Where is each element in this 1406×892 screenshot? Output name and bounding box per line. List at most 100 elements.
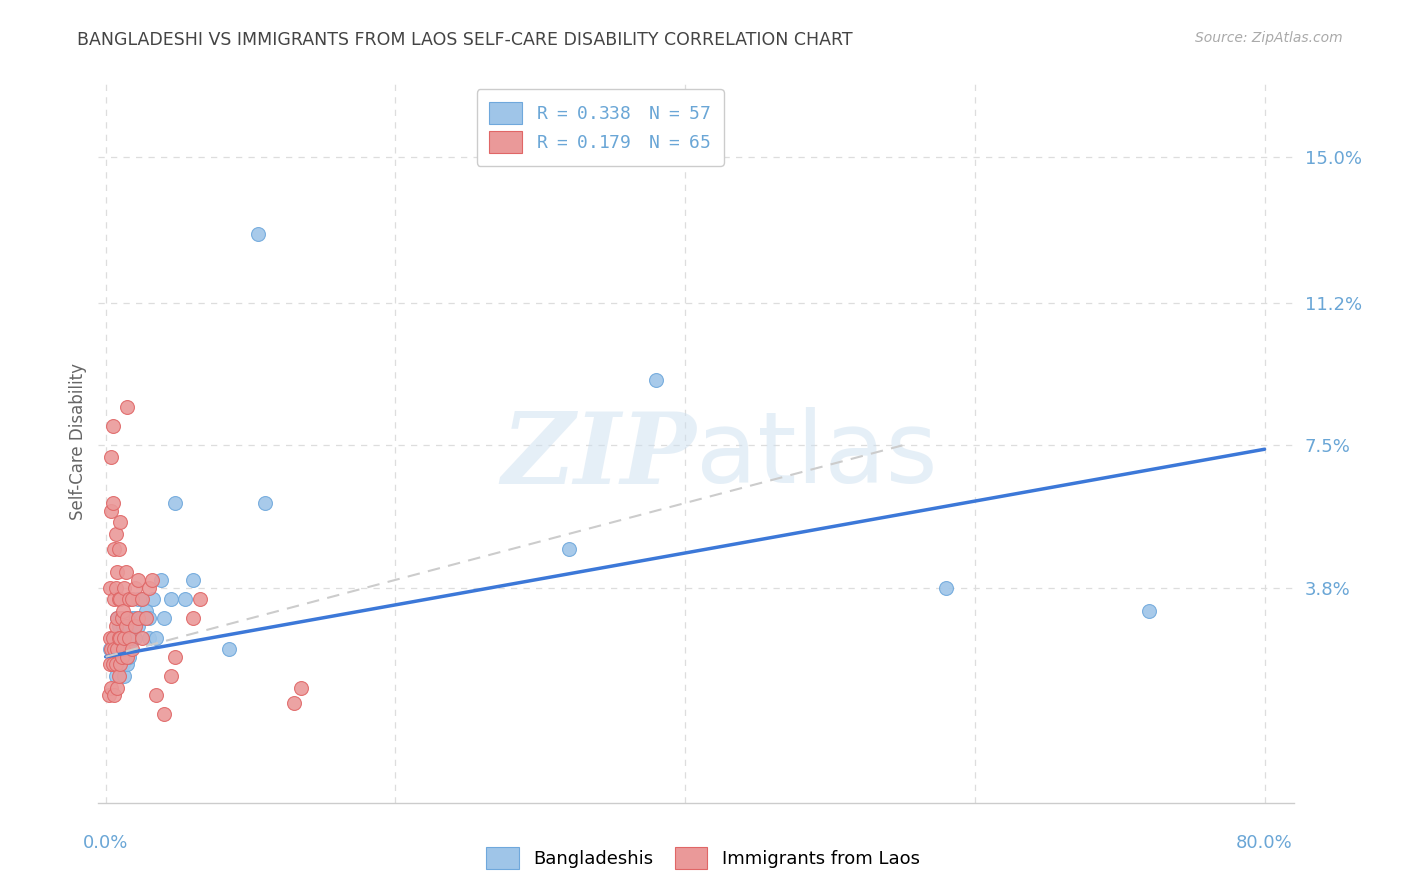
- Point: [110, 631, 132, 645]
- Y-axis label: Self-Care Disability: Self-Care Disability: [69, 363, 87, 520]
- Point: [108, 515, 131, 529]
- Point: [98, 631, 121, 645]
- Point: [181, 573, 204, 587]
- Point: [104, 581, 127, 595]
- Point: [104, 526, 127, 541]
- Point: [108, 642, 131, 657]
- Point: [98, 581, 121, 595]
- Point: [115, 619, 138, 633]
- Point: [112, 619, 135, 633]
- Point: [108, 657, 131, 672]
- Point: [100, 642, 122, 657]
- Point: [152, 707, 174, 722]
- Point: [118, 631, 141, 645]
- Text: 0.0%: 0.0%: [83, 833, 128, 852]
- Point: [145, 631, 167, 645]
- Point: [103, 642, 125, 657]
- Point: [107, 542, 129, 557]
- Point: [104, 669, 127, 683]
- Point: [120, 642, 142, 657]
- Point: [100, 681, 122, 695]
- Text: ZIP: ZIP: [501, 408, 696, 504]
- Point: [645, 373, 668, 387]
- Point: [188, 592, 211, 607]
- Point: [135, 611, 157, 625]
- Point: [127, 611, 149, 625]
- Point: [174, 592, 197, 607]
- Point: [114, 631, 136, 645]
- Point: [124, 631, 146, 645]
- Text: 80.0%: 80.0%: [1236, 833, 1294, 852]
- Point: [117, 649, 139, 664]
- Point: [115, 619, 138, 633]
- Point: [105, 611, 128, 625]
- Point: [246, 227, 269, 241]
- Point: [115, 642, 138, 657]
- Legend: Bangladeshis, Immigrants from Laos: Bangladeshis, Immigrants from Laos: [477, 838, 929, 879]
- Point: [283, 696, 305, 710]
- Point: [101, 631, 124, 645]
- Point: [103, 649, 125, 664]
- Point: [152, 611, 174, 625]
- Point: [218, 642, 240, 657]
- Point: [138, 581, 160, 595]
- Point: [100, 450, 122, 464]
- Point: [1137, 604, 1160, 618]
- Point: [127, 619, 149, 633]
- Point: [103, 688, 125, 702]
- Point: [160, 669, 183, 683]
- Point: [118, 649, 141, 664]
- Point: [121, 631, 143, 645]
- Point: [112, 657, 135, 672]
- Point: [98, 642, 121, 657]
- Point: [117, 657, 139, 672]
- Point: [935, 581, 957, 595]
- Point: [117, 611, 139, 625]
- Point: [108, 592, 131, 607]
- Point: [117, 631, 139, 645]
- Point: [110, 649, 132, 664]
- Point: [117, 611, 139, 625]
- Point: [145, 688, 167, 702]
- Point: [101, 631, 124, 645]
- Point: [101, 657, 124, 672]
- Point: [149, 573, 172, 587]
- Point: [105, 565, 128, 579]
- Point: [97, 688, 120, 702]
- Point: [101, 419, 124, 434]
- Point: [165, 496, 187, 510]
- Point: [138, 611, 160, 625]
- Point: [558, 542, 581, 557]
- Point: [114, 649, 136, 664]
- Point: [135, 604, 157, 618]
- Point: [141, 573, 163, 587]
- Point: [115, 565, 138, 579]
- Point: [181, 611, 204, 625]
- Point: [121, 592, 143, 607]
- Point: [131, 611, 153, 625]
- Point: [107, 649, 129, 664]
- Point: [112, 604, 135, 618]
- Point: [105, 611, 128, 625]
- Point: [107, 619, 129, 633]
- Point: [105, 681, 128, 695]
- Point: [108, 657, 131, 672]
- Point: [165, 649, 187, 664]
- Point: [290, 681, 312, 695]
- Point: [107, 669, 129, 683]
- Point: [114, 631, 136, 645]
- Point: [108, 611, 131, 625]
- Point: [160, 592, 183, 607]
- Point: [110, 611, 132, 625]
- Point: [105, 631, 128, 645]
- Point: [98, 657, 121, 672]
- Point: [131, 592, 153, 607]
- Point: [101, 657, 124, 672]
- Point: [108, 631, 131, 645]
- Text: atlas: atlas: [696, 408, 938, 505]
- Point: [105, 657, 128, 672]
- Point: [100, 504, 122, 518]
- Point: [114, 669, 136, 683]
- Point: [108, 631, 131, 645]
- Point: [101, 496, 124, 510]
